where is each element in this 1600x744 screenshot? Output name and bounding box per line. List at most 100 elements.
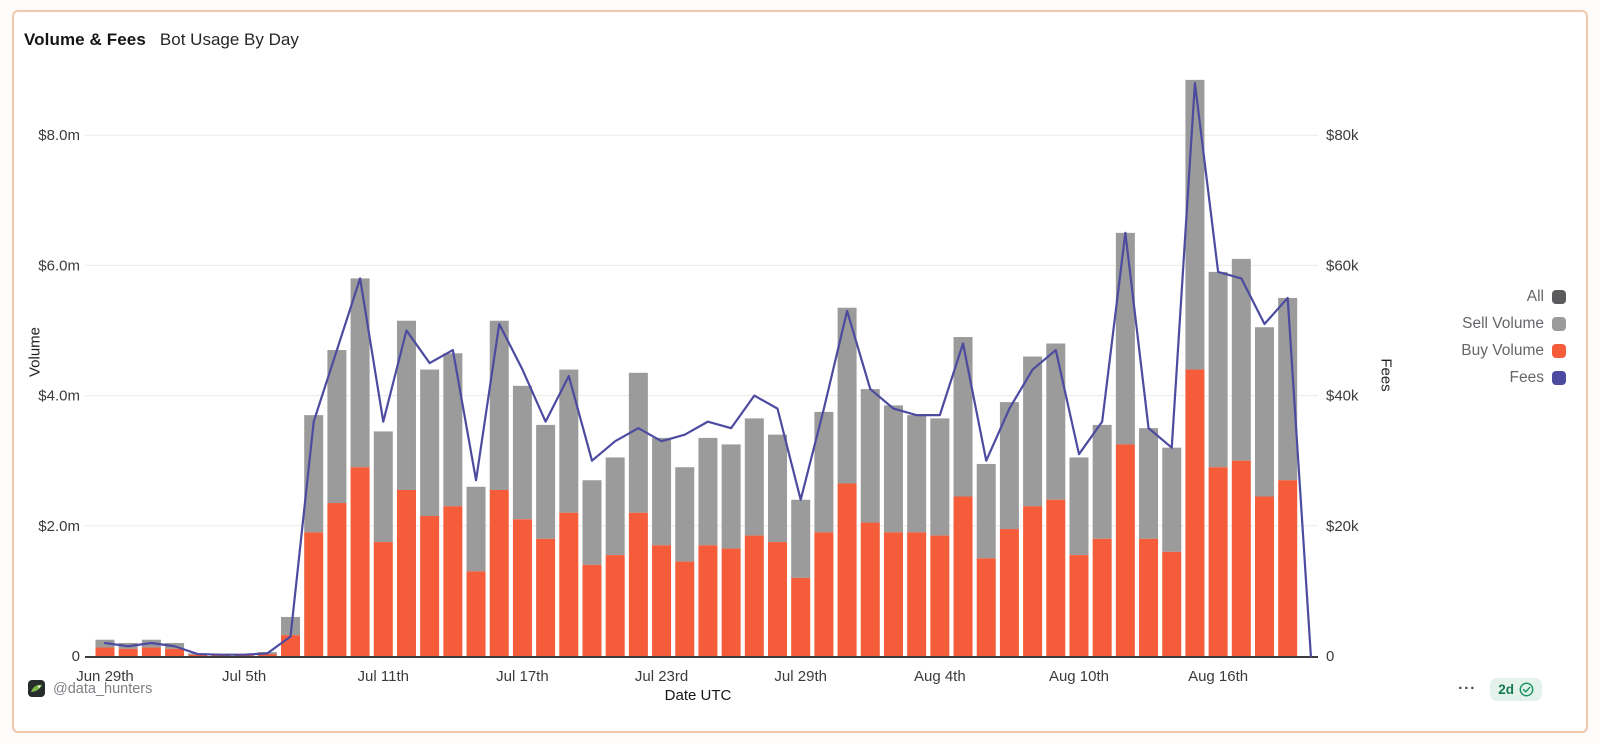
attribution[interactable]: @data_hunters	[28, 680, 152, 697]
all-swatch-icon	[1552, 289, 1566, 304]
right-axis-tick-label: $20k	[1326, 518, 1359, 535]
left-axis-tick-label: 0	[72, 648, 80, 665]
left-axis-tick-label: $4.0m	[38, 388, 80, 405]
buy-volume-bar	[930, 535, 950, 656]
buy-volume-bar	[791, 577, 811, 656]
buy-volume-bar	[1139, 538, 1159, 656]
legend-item-fees[interactable]: Fees	[1510, 367, 1566, 388]
sell-volume-bar	[396, 320, 416, 490]
sell-volume-bar	[837, 307, 857, 484]
fees-swatch-icon	[1552, 370, 1566, 385]
sell-volume-bar	[744, 418, 764, 536]
buy-volume-bar	[396, 489, 416, 656]
buy-volume-bar	[721, 548, 741, 656]
buy-volume-swatch-icon	[1552, 343, 1566, 358]
chart-subtitle: Bot Usage By Day	[159, 30, 299, 49]
sell-volume-bar	[976, 463, 996, 559]
buy-volume-bar	[1092, 538, 1112, 656]
x-axis-tick-label: Aug 10th	[1049, 668, 1109, 685]
refresh-age-label: 2d	[1498, 681, 1514, 697]
buy-volume-bar	[1231, 460, 1251, 656]
x-axis-tick-label: Jul 29th	[774, 668, 827, 685]
sell-volume-bar	[443, 353, 463, 507]
sell-volume-bar	[1231, 258, 1251, 461]
left-axis-tick-label: $6.0m	[38, 257, 80, 274]
left-axis-tick-label: $2.0m	[38, 518, 80, 535]
more-options-button[interactable]: ···	[1458, 680, 1477, 697]
verified-check-icon	[1519, 682, 1534, 696]
buy-volume-bar	[1255, 496, 1274, 656]
buy-volume-bar	[814, 532, 834, 656]
sell-volume-bar	[652, 437, 672, 546]
sell-volume-bar	[698, 437, 718, 546]
right-axis-tick-label: $80k	[1326, 127, 1359, 144]
fees-line	[103, 82, 1312, 658]
x-axis-tick-label: Aug 4th	[914, 668, 966, 685]
legend-label: All	[1526, 287, 1544, 305]
buy-volume-bar	[1023, 506, 1043, 656]
left-axis-tick-label: $8.0m	[38, 127, 80, 144]
sell-volume-bar	[930, 418, 950, 536]
sell-volume-bar	[373, 431, 393, 543]
buy-volume-bar	[907, 532, 927, 656]
sell-volume-bar	[304, 415, 324, 533]
sell-volume-bar	[1208, 271, 1228, 468]
buy-volume-bar	[141, 647, 161, 656]
refresh-age-badge[interactable]: 2d	[1490, 677, 1542, 701]
sell-volume-bar	[1023, 356, 1043, 507]
legend-item-sell-volume[interactable]: Sell Volume	[1462, 313, 1566, 334]
sell-volume-bar	[675, 467, 695, 562]
sell-volume-bar	[1255, 327, 1274, 497]
buy-volume-bar	[536, 538, 556, 656]
buy-volume-bar	[698, 545, 718, 656]
sell-volume-bar	[512, 385, 532, 520]
buy-volume-bar	[628, 512, 648, 656]
buy-volume-bar	[281, 635, 301, 656]
buy-volume-bar	[373, 542, 393, 656]
x-axis-tick-label: Jul 17th	[496, 668, 549, 685]
author-handle: @data_hunters	[53, 680, 153, 697]
right-axis-title: Fees	[1377, 358, 1395, 392]
chart-header: Volume & Fees Bot Usage By Day	[24, 30, 299, 50]
buy-volume-bar	[1185, 369, 1205, 656]
sell-volume-bar	[721, 444, 741, 549]
legend-item-buy-volume[interactable]: Buy Volume	[1461, 340, 1566, 361]
sell-volume-bar	[605, 457, 625, 556]
sell-volume-bar	[628, 372, 648, 513]
buy-volume-bar	[999, 529, 1019, 656]
legend: All Sell Volume Buy Volume Fees	[1461, 286, 1566, 388]
sell-volume-bar	[1185, 79, 1205, 370]
x-axis-tick-label: Jul 5th	[222, 668, 266, 685]
author-avatar-icon	[28, 680, 45, 697]
buy-volume-bar	[1278, 480, 1298, 656]
buy-volume-bar	[327, 503, 347, 656]
buy-volume-bar	[1115, 444, 1135, 656]
sell-volume-bar	[907, 415, 927, 533]
sell-volume-bar	[791, 499, 811, 578]
buy-volume-bar	[582, 564, 602, 656]
buy-volume-bar	[443, 506, 463, 656]
left-axis-title: Volume	[26, 326, 44, 378]
buy-volume-bar	[165, 648, 185, 656]
buy-volume-bar	[605, 555, 625, 656]
legend-item-all[interactable]: All	[1527, 286, 1566, 307]
card-controls: ··· 2d	[1458, 676, 1542, 702]
buy-volume-bar	[883, 532, 903, 656]
sell-volume-bar	[536, 424, 556, 539]
legend-label: Buy Volume	[1461, 341, 1544, 359]
x-axis-title: Date UTC	[664, 687, 732, 704]
buy-volume-bar	[1208, 467, 1228, 656]
sell-volume-bar	[1069, 457, 1089, 556]
x-axis-tick-label: Jun 29th	[76, 668, 134, 685]
chart-title: Volume & Fees	[24, 30, 146, 49]
buy-volume-bar	[489, 489, 509, 656]
sell-volume-swatch-icon	[1552, 316, 1566, 331]
buy-volume-bar	[304, 532, 324, 656]
buy-volume-bar	[837, 483, 857, 656]
right-axis-tick-label: $40k	[1326, 388, 1359, 405]
buy-volume-bar	[420, 516, 440, 656]
sell-volume-bar	[327, 350, 347, 504]
sell-volume-bar	[559, 369, 579, 513]
